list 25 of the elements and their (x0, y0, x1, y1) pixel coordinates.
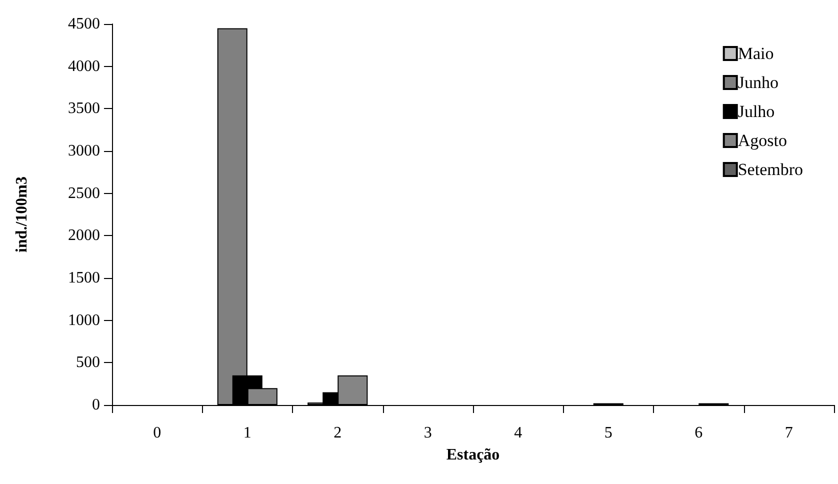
y-tick-label: 2000 (68, 227, 100, 244)
y-tick-label: 4500 (68, 16, 100, 32)
x-tick-label: 7 (784, 424, 793, 442)
legend-label: Maio (738, 44, 774, 63)
x-tick-label: 4 (514, 424, 522, 442)
legend-label: Agosto (738, 131, 787, 150)
x-tick-label: 5 (604, 424, 612, 442)
x-tick-label: 3 (424, 424, 432, 442)
x-axis-title: Estação (446, 446, 500, 464)
y-tick-label: 2500 (68, 184, 100, 202)
legend-label: Junho (738, 73, 778, 92)
legend-label: Julho (738, 102, 775, 121)
y-tick-label: 3000 (68, 142, 100, 160)
x-tick-label: 1 (243, 424, 252, 442)
x-tick-label: 2 (334, 424, 342, 442)
x-tick-label: 0 (153, 424, 162, 442)
legend-label: Setembro (738, 160, 804, 179)
y-tick-label: 4000 (68, 58, 100, 75)
y-tick-label: 500 (76, 354, 100, 372)
y-tick-label: 0 (92, 396, 100, 414)
y-tick-label: 1000 (68, 312, 100, 329)
y-tick-label: 3500 (68, 100, 100, 118)
y-axis-title: ind./100m3 (14, 176, 30, 253)
y-tick-label: 1500 (68, 270, 100, 286)
x-tick-label: 6 (694, 424, 703, 442)
